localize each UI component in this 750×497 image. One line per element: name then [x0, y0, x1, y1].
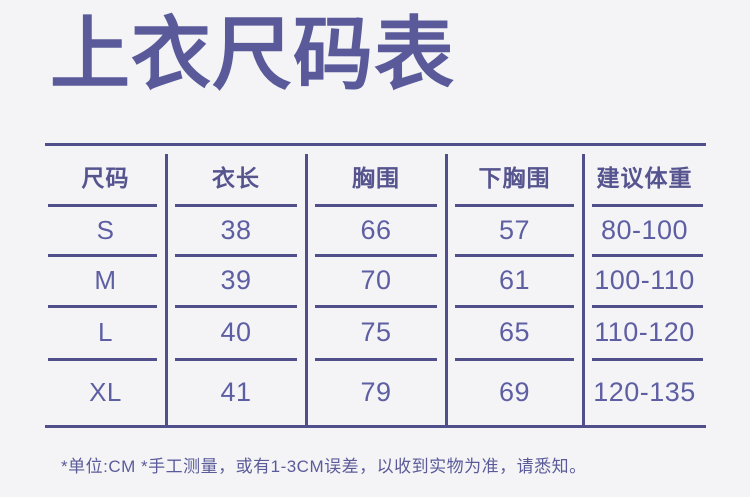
- table-cell-value: 79: [306, 359, 448, 425]
- table-cell-value: 100-110: [583, 255, 706, 308]
- column-header-bust: 胸围: [306, 146, 448, 207]
- table-cell-value: 40: [166, 306, 308, 361]
- size-chart-table: 尺码 衣长 胸围 下胸围 建议体重 S 38 66 57 80-100 M 39…: [45, 143, 706, 428]
- table-cell-value: 110-120: [583, 306, 706, 361]
- table-cell-value: 65: [446, 306, 585, 361]
- table-cell-value: 39: [166, 255, 308, 308]
- table-cell-value: 41: [166, 359, 308, 425]
- table-cell-value: 120-135: [593, 376, 696, 407]
- column-header-weight: 建议体重: [583, 146, 706, 207]
- page-title: 上衣尺码表: [50, 10, 455, 99]
- table-cell-size: XL: [45, 359, 168, 425]
- table-cell-value: 57: [446, 205, 585, 257]
- table-cell-size: S: [45, 205, 168, 257]
- table-cell-value: 75: [306, 306, 448, 361]
- table-cell-value: 38: [166, 205, 308, 257]
- table-cell-value: 69: [446, 359, 585, 425]
- column-header-size: 尺码: [45, 146, 168, 207]
- table-cell-value: 66: [306, 205, 448, 257]
- table-cell-size: L: [45, 306, 168, 361]
- table-cell-value: 80-100: [583, 205, 706, 257]
- table-cell-size: M: [45, 255, 168, 308]
- table-cell-value: 70: [306, 255, 448, 308]
- column-header-length: 衣长: [166, 146, 308, 207]
- column-header-underbust: 下胸围: [446, 146, 585, 207]
- measurement-footnote: *单位:CM *手工测量，或有1-3CM误差，以收到实物为准，请悉知。: [61, 457, 587, 476]
- table-cell-value: 61: [446, 255, 585, 308]
